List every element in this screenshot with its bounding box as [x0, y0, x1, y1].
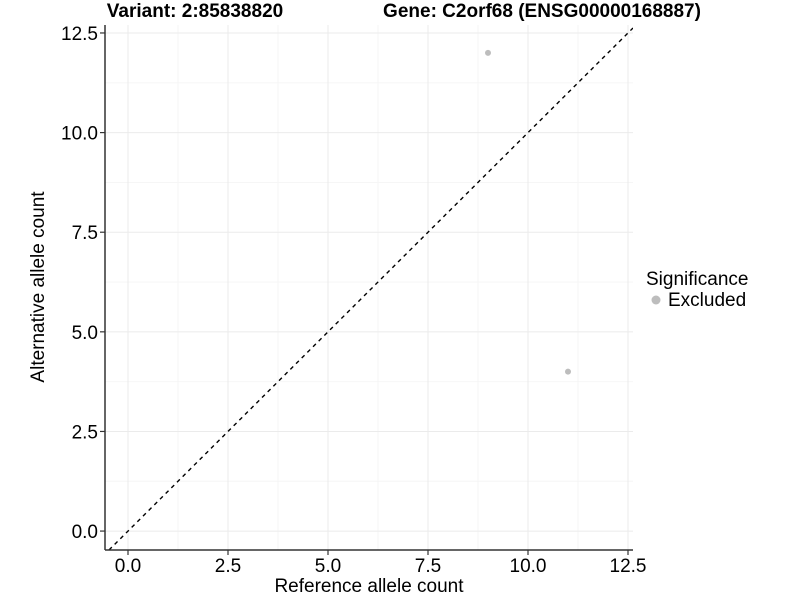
x-tick-label: 10.0	[510, 556, 547, 577]
plot-panel	[105, 25, 633, 550]
y-tick-label: 2.5	[72, 422, 98, 443]
x-tick-label: 2.5	[215, 556, 241, 577]
x-tick-label: 0.0	[115, 556, 141, 577]
y-axis-title: Alternative allele count	[28, 191, 49, 383]
x-tick-label: 12.5	[610, 556, 647, 577]
y-axis-ticks: 0.0 2.5 5.0 7.5 10.0 12.5	[61, 24, 105, 543]
grid-minor-layer	[105, 25, 633, 550]
y-tick-label: 10.0	[61, 124, 98, 145]
x-axis-ticks: 0.0 2.5 5.0 7.5 10.0 12.5	[115, 550, 647, 577]
legend-label-excluded: Excluded	[668, 290, 746, 311]
y-tick-label: 0.0	[72, 522, 98, 543]
y-tick-label: 12.5	[61, 24, 98, 45]
plot-title-gene: Gene: C2orf68 (ENSG00000168887)	[383, 1, 701, 22]
identity-reference-line	[108, 27, 633, 550]
legend-key-excluded-dot	[651, 295, 661, 305]
y-tick-label: 7.5	[72, 223, 98, 244]
legend-title: Significance	[646, 269, 748, 290]
data-point	[485, 49, 491, 56]
legend: Significance Excluded	[646, 269, 748, 311]
data-points-layer	[485, 49, 571, 375]
x-axis-title: Reference allele count	[274, 576, 464, 597]
y-tick-label: 5.0	[72, 323, 98, 344]
data-point	[565, 368, 571, 375]
grid-major-layer	[105, 25, 633, 550]
x-tick-label: 5.0	[315, 556, 341, 577]
plot-title-variant: Variant: 2:85838820	[107, 1, 283, 22]
x-tick-label: 7.5	[415, 556, 441, 577]
